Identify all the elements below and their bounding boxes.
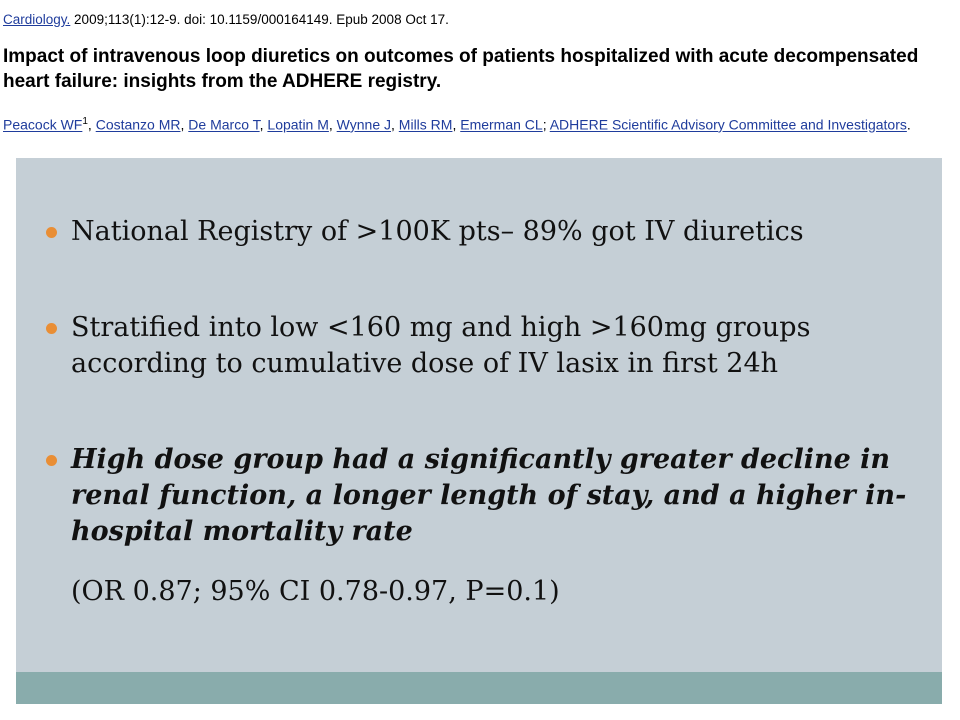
journal-link[interactable]: Cardiology. — [3, 12, 71, 27]
bullet-item: Stratified into low <160 mg and high >16… — [46, 310, 926, 382]
author-list: Peacock WF1, Costanzo MR, De Marco T, Lo… — [3, 116, 911, 133]
bullet-text: National Registry of >100K pts– 89% got … — [71, 216, 804, 247]
bullet-item: High dose group had a significantly grea… — [46, 442, 926, 550]
slide-footer-band — [16, 672, 942, 704]
stats-note: (OR 0.87; 95% CI 0.78-0.97, P=0.1) — [71, 576, 560, 607]
bullet-icon — [46, 227, 57, 238]
article-title: Impact of intravenous loop diuretics on … — [3, 46, 919, 92]
affiliation-mark: 1 — [82, 116, 88, 127]
author-group-link[interactable]: ADHERE Scientific Advisory Committee and… — [549, 116, 907, 133]
bullet-item: National Registry of >100K pts– 89% got … — [46, 214, 926, 250]
bullet-icon — [46, 323, 57, 334]
author-link[interactable]: Lopatin M — [267, 116, 329, 133]
bullet-text: Stratified into low <160 mg and high >16… — [71, 312, 811, 379]
bullet-icon — [46, 455, 57, 466]
slide-content-panel — [16, 152, 944, 672]
bullet-text: High dose group had a significantly grea… — [71, 444, 907, 547]
journal-details: 2009;113(1):12-9. doi: 10.1159/000164149… — [70, 12, 449, 27]
author-link[interactable]: Mills RM — [398, 116, 453, 133]
bullet-list: National Registry of >100K pts– 89% got … — [46, 214, 926, 550]
author-link[interactable]: De Marco T — [188, 116, 260, 133]
author-link[interactable]: Costanzo MR — [95, 116, 181, 133]
pubmed-citation: Cardiology. 2009;113(1):12-9. doi: 10.11… — [0, 0, 960, 158]
author-link[interactable]: Wynne J — [336, 116, 392, 133]
author-link[interactable]: Peacock WF — [3, 116, 83, 133]
author-link[interactable]: Emerman CL — [460, 116, 543, 133]
journal-line: Cardiology. 2009;113(1):12-9. doi: 10.11… — [3, 12, 449, 27]
